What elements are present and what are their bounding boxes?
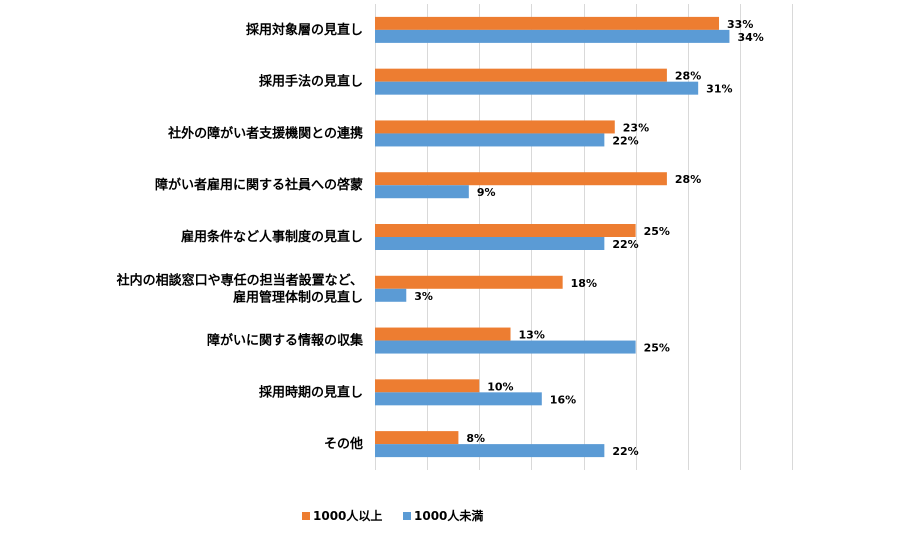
category-labels: 採用対象層の見直し採用手法の見直し社外の障がい者支援機関との連携障がい者雇用に関… — [116, 22, 364, 452]
data-label: 9% — [477, 186, 496, 199]
category-label: 障がいに関する情報の収集 — [207, 333, 364, 349]
category-label: 採用対象層の見直し — [246, 22, 363, 38]
category-label: 雇用条件など人事制度の見直し — [181, 229, 363, 245]
data-label: 18% — [571, 277, 597, 290]
bar-small — [375, 29, 730, 43]
data-label: 3% — [414, 290, 433, 303]
data-label: 10% — [487, 380, 513, 393]
data-label: 22% — [612, 445, 638, 458]
bar-large — [375, 431, 459, 445]
legend-swatch — [302, 512, 310, 520]
data-label: 25% — [644, 225, 670, 238]
value-labels: 33%34%28%31%23%22%28%9%25%22%18%3%13%25%… — [414, 18, 764, 458]
bar-large — [375, 379, 480, 393]
bar-small — [375, 237, 605, 250]
data-label: 34% — [737, 31, 763, 44]
bar-large — [375, 327, 511, 341]
legend-label: 1000人未満 — [414, 508, 483, 523]
data-label: 13% — [519, 329, 545, 342]
bar-large — [375, 172, 667, 186]
category-label: 採用手法の見直し — [259, 74, 363, 90]
data-label: 16% — [550, 393, 576, 406]
data-label: 22% — [612, 134, 638, 147]
bar-small — [375, 340, 636, 354]
data-label: 33% — [727, 18, 753, 31]
bar-small — [375, 81, 699, 95]
data-label: 28% — [675, 70, 701, 83]
legend: 1000人以上 1000人未満 — [302, 508, 483, 523]
bar-large — [375, 224, 636, 237]
category-label: 社外の障がい者支援機関との連携 — [167, 125, 363, 141]
bar-small — [375, 133, 605, 147]
bar-small — [375, 392, 542, 406]
bars — [375, 16, 730, 458]
category-label: 雇用管理体制の見直し — [233, 289, 363, 305]
data-label: 28% — [675, 173, 701, 186]
data-label: 8% — [466, 432, 485, 445]
data-label: 23% — [623, 121, 649, 134]
category-label: 障がい者雇用に関する社員への啓蒙 — [155, 177, 363, 193]
data-label: 31% — [706, 83, 732, 96]
bar-small — [375, 444, 605, 458]
bar-large — [375, 120, 615, 134]
bar-small — [375, 288, 407, 302]
bar-small — [375, 185, 469, 199]
data-label: 25% — [644, 342, 670, 355]
category-label: 社内の相談窓口や専任の担当者設置など、 — [116, 272, 363, 288]
category-label: 採用時期の見直し — [259, 384, 363, 400]
bar-large — [375, 68, 667, 82]
bar-large — [375, 275, 563, 289]
data-label: 22% — [612, 238, 638, 251]
legend-swatch — [403, 512, 411, 520]
bar-large — [375, 16, 720, 30]
legend-label: 1000人以上 — [313, 508, 382, 523]
category-label: その他 — [324, 436, 363, 452]
